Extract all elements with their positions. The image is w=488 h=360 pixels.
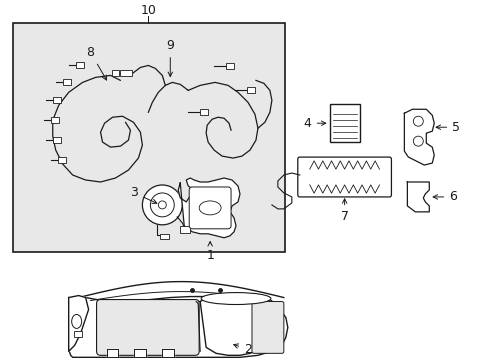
Bar <box>51 117 59 123</box>
Bar <box>225 63 234 69</box>
Bar <box>200 109 208 115</box>
Text: 1: 1 <box>206 242 214 262</box>
Text: 10: 10 <box>140 4 156 17</box>
Polygon shape <box>68 297 287 357</box>
Bar <box>74 332 81 337</box>
Polygon shape <box>68 296 88 351</box>
Text: 6: 6 <box>432 190 456 203</box>
Circle shape <box>412 136 423 146</box>
Text: 8: 8 <box>86 46 106 80</box>
Bar <box>58 157 65 163</box>
FancyBboxPatch shape <box>96 300 199 355</box>
Bar <box>53 137 61 143</box>
Text: 7: 7 <box>340 199 348 223</box>
Polygon shape <box>200 297 271 355</box>
Ellipse shape <box>201 293 270 305</box>
Polygon shape <box>178 178 240 238</box>
Text: 5: 5 <box>435 121 459 134</box>
Polygon shape <box>134 349 146 357</box>
Text: 3: 3 <box>130 186 157 203</box>
Bar <box>13 23 285 252</box>
Ellipse shape <box>199 201 221 215</box>
Ellipse shape <box>72 315 81 328</box>
Bar <box>62 80 71 85</box>
Bar <box>180 226 190 233</box>
FancyBboxPatch shape <box>251 302 283 353</box>
Polygon shape <box>407 182 428 212</box>
Bar <box>111 71 119 76</box>
Bar <box>246 87 254 93</box>
Polygon shape <box>404 109 433 165</box>
FancyBboxPatch shape <box>189 187 230 229</box>
Text: 4: 4 <box>303 117 325 130</box>
Bar <box>76 62 83 68</box>
Bar <box>160 234 169 239</box>
Bar <box>329 104 359 142</box>
Bar <box>120 71 132 76</box>
Text: 2: 2 <box>233 343 251 356</box>
Circle shape <box>158 201 166 209</box>
Circle shape <box>150 193 174 217</box>
Polygon shape <box>106 349 118 357</box>
Polygon shape <box>162 349 174 357</box>
Text: 9: 9 <box>166 39 174 77</box>
Circle shape <box>412 116 423 126</box>
Bar <box>53 97 61 103</box>
FancyBboxPatch shape <box>297 157 390 197</box>
Circle shape <box>142 185 182 225</box>
